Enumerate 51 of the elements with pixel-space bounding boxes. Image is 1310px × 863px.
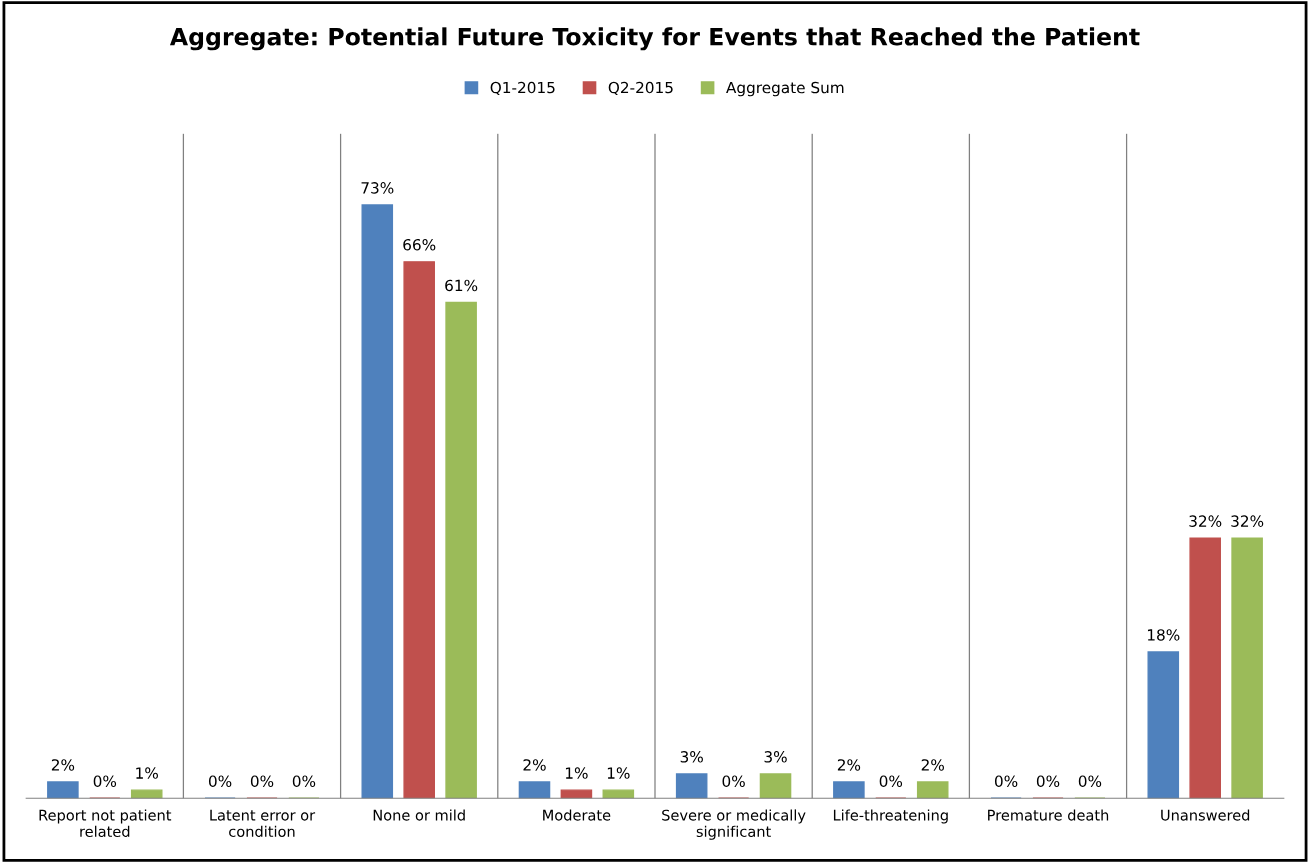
bar [445,301,477,799]
data-label: 2% [523,759,546,771]
data-label: 2% [921,759,944,771]
data-label: 0% [250,775,274,787]
bar [1189,537,1221,799]
data-label: 0% [208,775,232,787]
bar [47,781,79,799]
data-label: 66% [403,239,436,251]
chart-title: Aggregate: Potential Future Toxicity for Events that Reached the Patient [169,27,1140,51]
bar [518,781,551,799]
data-label: 73% [361,182,394,194]
data-label: 0% [994,775,1018,787]
data-label: 1% [136,767,158,779]
legend-label: Q2-2015 [608,81,673,96]
legend-label: Aggregate Sum [726,81,844,97]
data-label: 3% [680,751,703,763]
bar [675,773,708,799]
data-label: 0% [879,775,903,787]
bar [602,789,635,799]
bar [1147,651,1180,799]
x-tick-label: Life-threatening [833,809,948,824]
bar [130,789,163,799]
x-tick-label: Latent error or condition [210,809,316,837]
data-label: 0% [722,775,745,787]
x-tick-label: Report not patient related [39,809,172,837]
legend-label: Q1-2015 [490,81,555,96]
data-label: 61% [445,279,478,292]
bar [1231,537,1263,799]
bar [833,781,865,799]
data-label: 1% [565,767,588,779]
x-tick-label: Moderate [543,809,611,821]
data-label: 32% [1231,515,1264,527]
data-label: 0% [1036,775,1060,787]
data-label: 18% [1147,629,1180,641]
data-label: 1% [607,767,630,779]
x-tick-label: Severe or medically significant [662,809,806,840]
bar [560,789,593,799]
bar [916,781,949,799]
x-tick-label: None or mild [373,809,465,821]
data-label: 0% [292,775,316,787]
x-tick-label: Premature death [988,809,1109,821]
bar [361,204,394,799]
data-label: 2% [51,759,75,771]
data-label: 3% [764,751,787,763]
bar [759,773,792,799]
data-label: 2% [837,759,861,771]
x-tick-label: Unanswered [1161,809,1250,821]
data-label: 32% [1189,515,1222,527]
data-label: 0% [93,775,117,787]
data-label: 0% [1078,775,1102,787]
bar [403,261,435,799]
